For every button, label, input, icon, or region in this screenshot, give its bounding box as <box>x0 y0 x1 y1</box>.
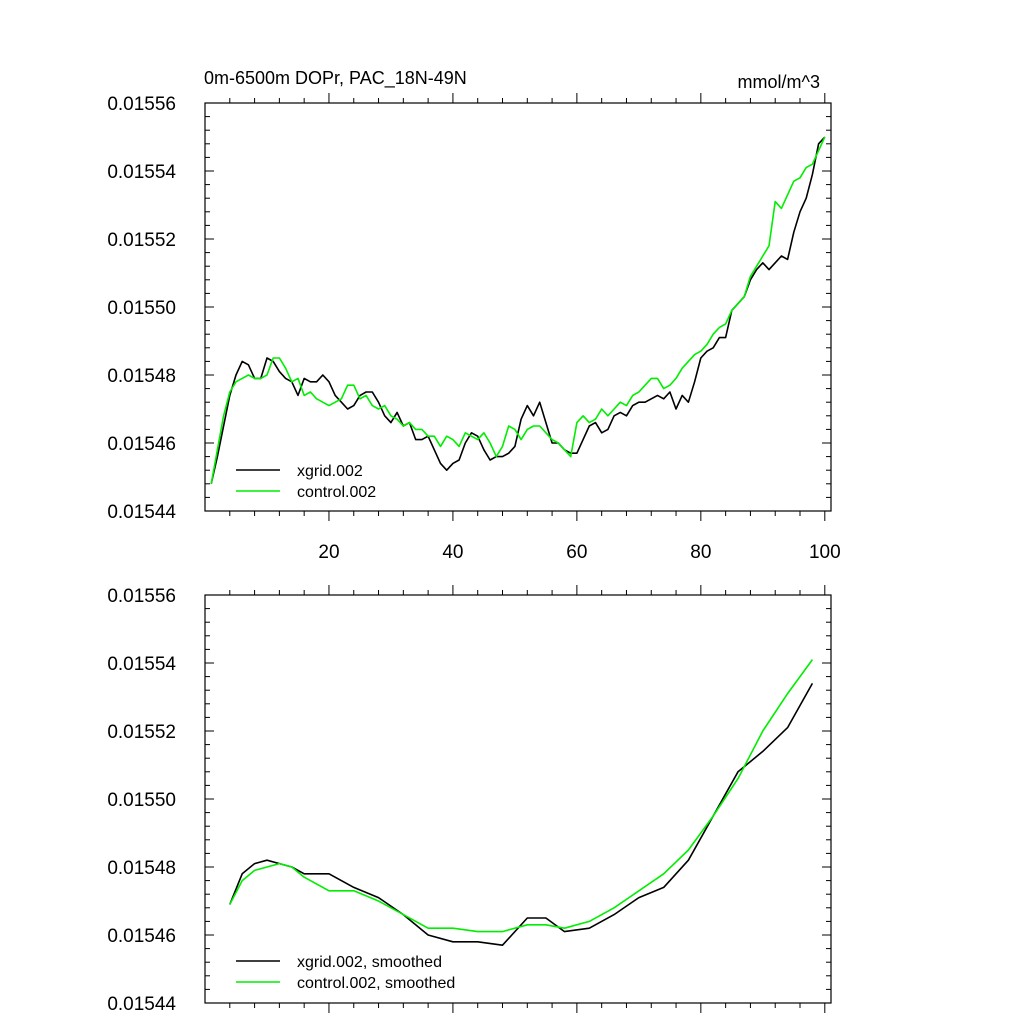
series-line-control-002 <box>210 136 826 484</box>
legend: xgrid.002 control.002 <box>236 463 376 501</box>
series-line-control-002-smoothed <box>229 659 814 933</box>
y-tick-label: 0.01552 <box>107 722 176 743</box>
y-tick-label: 0.01548 <box>107 858 176 879</box>
x-axis-tick-labels: 20 40 60 80 100 <box>318 542 840 563</box>
legend-label-control-smoothed: control.002, smoothed <box>297 975 455 992</box>
series-lines <box>229 659 814 947</box>
series-line-xgrid-002 <box>210 136 826 484</box>
y-tick-label: 0.01546 <box>107 926 176 947</box>
chart-title: 0m-6500m DOPr, PAC_18N-49N <box>204 68 467 89</box>
y-tick-label: 0.01544 <box>107 994 176 1015</box>
plot-frame <box>204 102 832 512</box>
y-tick-label: 0.01552 <box>107 230 176 251</box>
legend: xgrid.002, smoothed control.002, smoothe… <box>236 954 455 992</box>
x-tick-label: 80 <box>690 542 711 563</box>
legend-label-control: control.002 <box>297 484 376 501</box>
axis-ticks <box>205 93 831 521</box>
y-tick-label: 0.01548 <box>107 366 176 387</box>
y-tick-label: 0.01554 <box>107 654 176 675</box>
y-axis-tick-labels: 0.01544 0.01546 0.01548 0.01550 0.01552 0.015… <box>107 586 176 1015</box>
y-tick-label: 0.01550 <box>107 298 176 319</box>
series-lines <box>210 136 826 484</box>
x-tick-label: 60 <box>566 542 587 563</box>
legend-label-xgrid: xgrid.002 <box>297 463 363 480</box>
plot-frame <box>204 594 832 1004</box>
y-tick-label: 0.01556 <box>107 586 176 607</box>
y-tick-label: 0.01550 <box>107 790 176 811</box>
x-tick-label: 100 <box>809 542 841 563</box>
y-tick-label: 0.01554 <box>107 162 176 183</box>
units-label: mmol/m^3 <box>738 72 820 92</box>
y-tick-label: 0.01556 <box>107 94 176 115</box>
top-panel: 0m-6500m DOPr, PAC_18N-49N mmol/m^3 0.01… <box>107 68 840 563</box>
y-tick-label: 0.01544 <box>107 502 176 523</box>
y-axis-tick-labels: 0.01544 0.01546 0.01548 0.01550 0.01552 0.015… <box>107 94 176 523</box>
y-tick-label: 0.01546 <box>107 434 176 455</box>
x-tick-label: 40 <box>442 542 463 563</box>
x-tick-label: 20 <box>318 542 339 563</box>
legend-label-xgrid-smoothed: xgrid.002, smoothed <box>297 954 442 971</box>
bottom-panel: 0.01544 0.01546 0.01548 0.01550 0.01552 0.015… <box>107 585 832 1015</box>
